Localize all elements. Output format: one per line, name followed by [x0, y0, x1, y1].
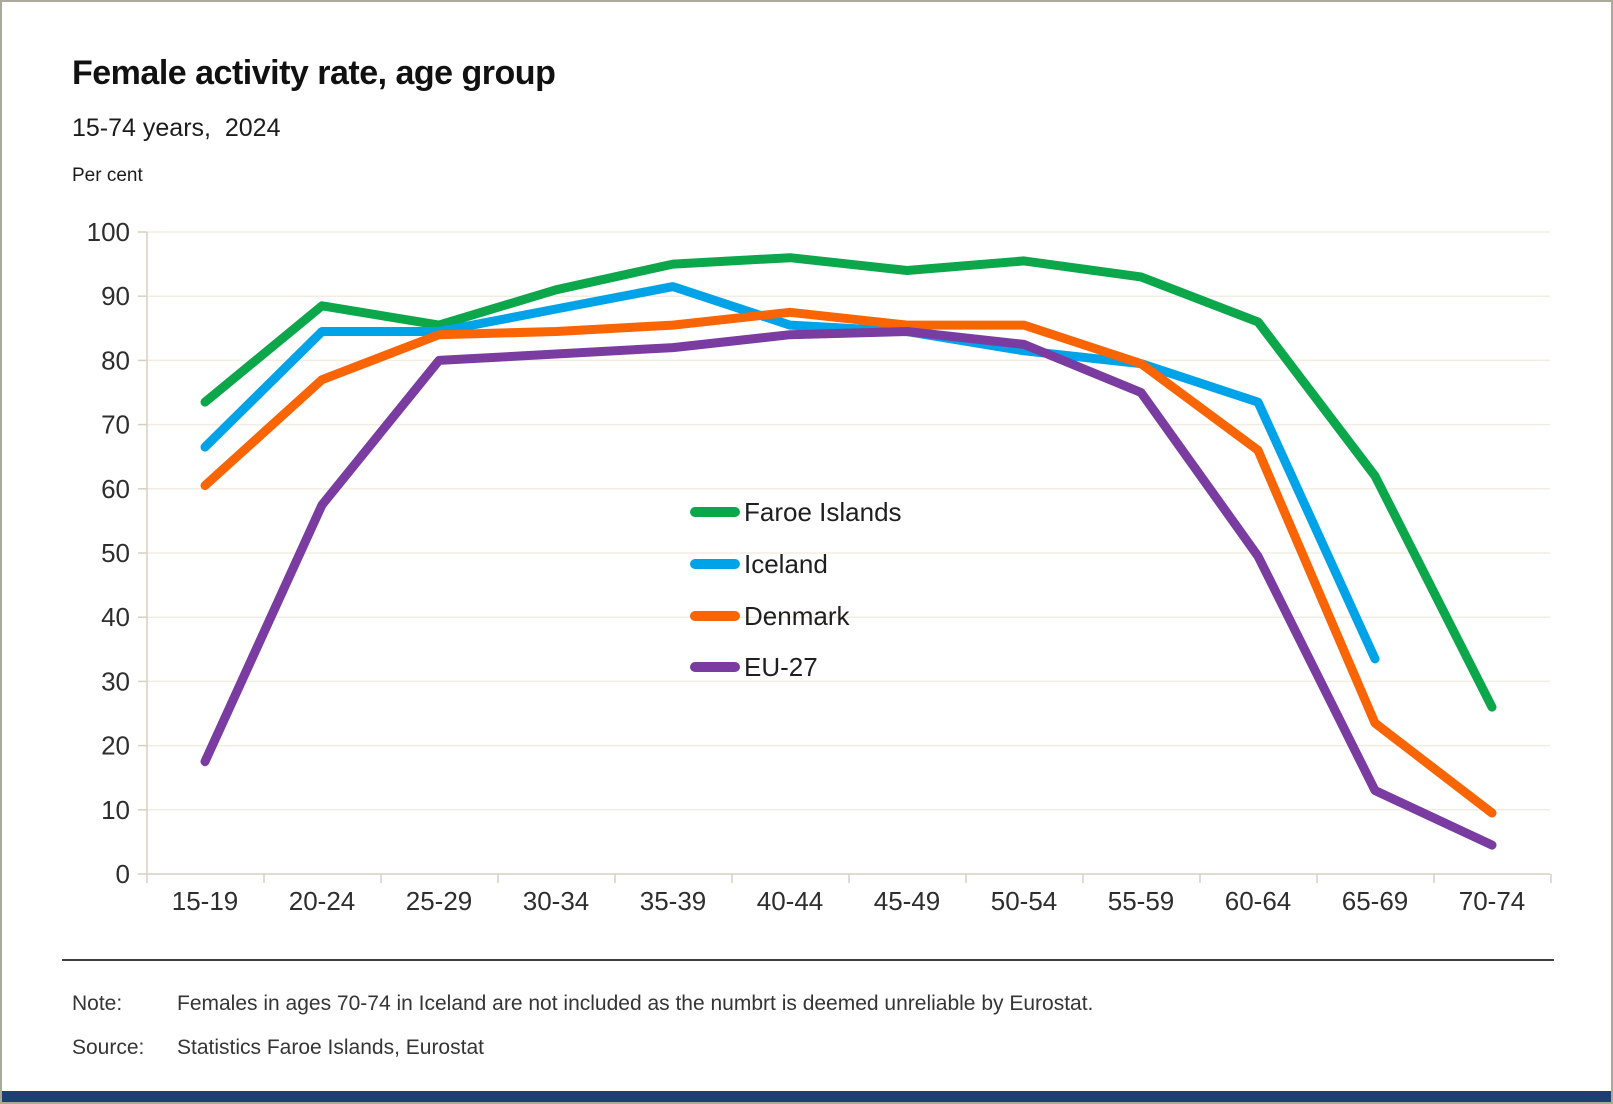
x-category-label: 70-74	[1459, 886, 1526, 916]
legend-swatch-iceland	[690, 559, 740, 569]
legend-label-eu-27: EU-27	[744, 651, 818, 682]
legend-item-iceland: Iceland	[690, 548, 828, 580]
y-tick-label: 90	[101, 281, 130, 311]
note-label: Note:	[72, 992, 123, 1015]
x-category-label: 20-24	[289, 886, 356, 916]
page-title: Female activity rate, age group	[72, 54, 556, 92]
y-tick-label: 10	[101, 795, 130, 825]
legend-item-eu-27: EU-27	[690, 651, 818, 683]
x-category-label: 30-34	[523, 886, 590, 916]
y-tick-label: 40	[101, 602, 130, 632]
legend-label-faroe-islands: Faroe Islands	[744, 496, 902, 527]
y-tick-label: 50	[101, 538, 130, 568]
chart-subtitle: 15-74 years, 2024	[72, 114, 281, 142]
series-line-eu-27	[200, 327, 1497, 850]
series-line-faroe-islands	[200, 253, 1497, 712]
legend-swatch-denmark	[690, 611, 740, 621]
y-tick-label: 0	[116, 859, 130, 889]
legend-swatch-eu-27	[690, 662, 740, 672]
y-axis-unit-label: Per cent	[72, 165, 143, 186]
x-category-label: 40-44	[757, 886, 824, 916]
y-tick-label: 20	[101, 731, 130, 761]
legend-item-faroe-islands: Faroe Islands	[690, 496, 902, 528]
legend-label-iceland: Iceland	[744, 548, 828, 579]
y-tick-label: 70	[101, 410, 130, 440]
y-tick-label: 30	[101, 666, 130, 696]
y-tick-label: 100	[87, 217, 130, 247]
x-category-label: 35-39	[640, 886, 707, 916]
legend-swatch-faroe-islands	[690, 507, 740, 517]
x-category-label: 15-19	[172, 886, 239, 916]
series-line-denmark	[200, 307, 1497, 818]
footer-separator	[62, 959, 1554, 961]
y-tick-label: 60	[101, 474, 130, 504]
x-category-label: 45-49	[874, 886, 941, 916]
x-category-label: 60-64	[1225, 886, 1292, 916]
x-category-label: 25-29	[406, 886, 473, 916]
source-label: Source:	[72, 1036, 145, 1059]
x-category-label: 65-69	[1342, 886, 1409, 916]
x-category-label: 55-59	[1108, 886, 1175, 916]
legend-item-denmark: Denmark	[690, 600, 849, 632]
note-text: Females in ages 70-74 in Iceland are not…	[177, 992, 1094, 1015]
x-category-label: 50-54	[991, 886, 1058, 916]
y-tick-label: 80	[101, 345, 130, 375]
bottom-accent-bar	[2, 1091, 1611, 1102]
legend-label-denmark: Denmark	[744, 600, 850, 631]
source-text: Statistics Faroe Islands, Eurostat	[177, 1036, 484, 1059]
